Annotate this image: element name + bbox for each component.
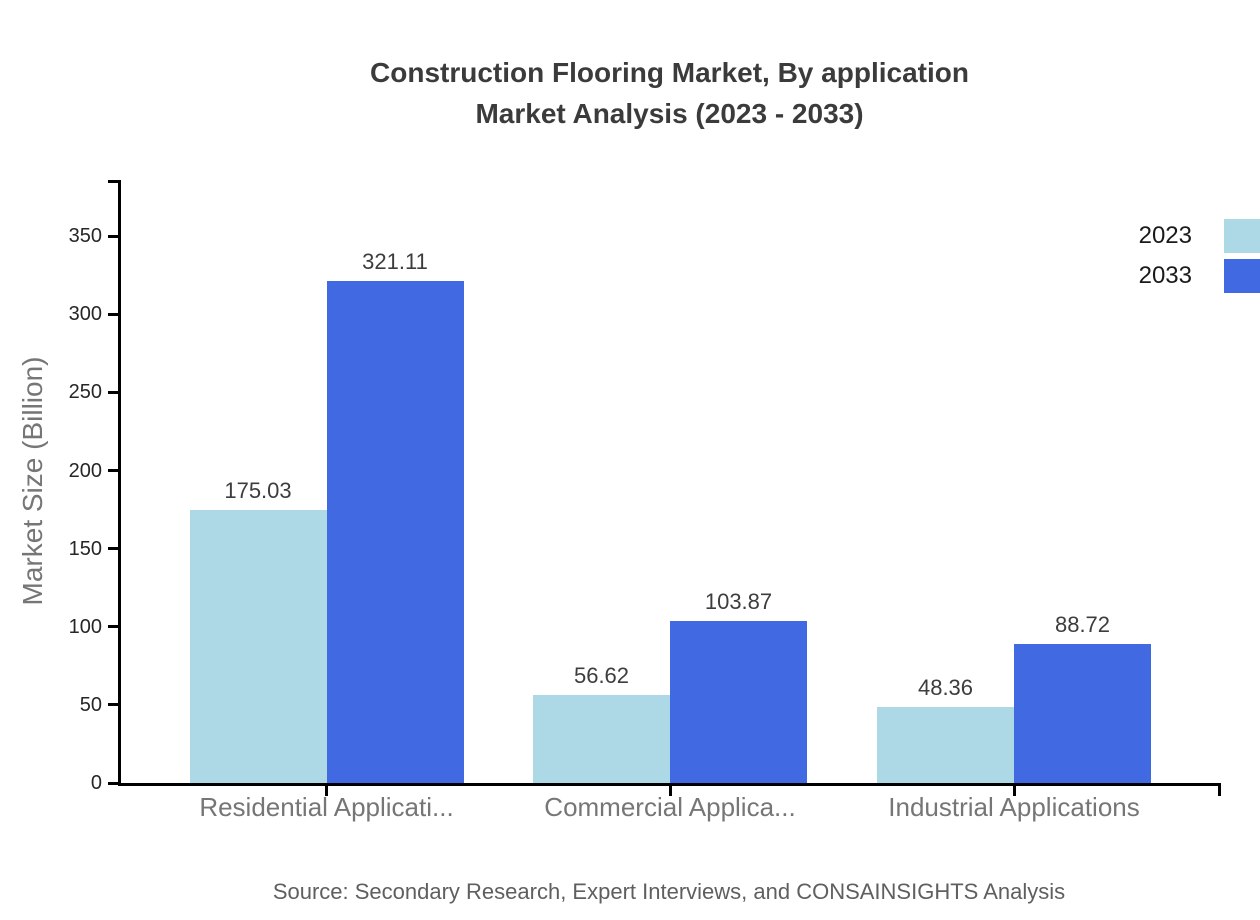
- bar-2023-2: [533, 694, 670, 783]
- legend-item-2033: 2033: [1139, 259, 1260, 293]
- y-axis-tick: [108, 312, 118, 316]
- y-axis-tick-label: 300: [68, 303, 102, 326]
- x-axis-tick: [668, 786, 672, 796]
- y-axis-end-tick: [108, 180, 118, 183]
- bar-value-label: 103.87: [704, 588, 773, 614]
- x-axis-tick: [1012, 786, 1016, 796]
- y-axis-tick: [108, 234, 118, 238]
- bar-2023-3: [877, 707, 1014, 783]
- y-axis-tick: [108, 547, 118, 551]
- legend-label: 2023: [1138, 222, 1192, 249]
- y-axis-tick-label: 100: [68, 615, 102, 638]
- y-axis-tick-label: 200: [68, 459, 102, 482]
- y-axis-tick-label: 0: [90, 772, 102, 794]
- plot-area: 0 50 100 150 200 250 300 350 175.03 321.11 Residen…: [69, 180, 1221, 820]
- chart-title: Construction Flooring Market, By applica…: [118, 52, 1221, 134]
- x-axis-tick: [325, 786, 328, 796]
- bar-value-label: 56.62: [573, 662, 630, 688]
- chart-title-line2: Market Analysis (2023 - 2033): [475, 98, 864, 129]
- source-note: Source: Secondary Research, Expert Inter…: [272, 879, 1066, 904]
- y-axis-title: Market Size (Billion): [17, 356, 48, 606]
- chart-title-line1: Construction Flooring Market, By applica…: [370, 57, 969, 88]
- legend: 2023 2033: [1139, 219, 1260, 293]
- bar-2033-2: [670, 620, 807, 783]
- x-axis-category-label: Industrial Applications: [888, 792, 1140, 822]
- x-axis-category-label: Commercial Applica...: [544, 792, 796, 822]
- y-axis-tick-label: 350: [68, 225, 102, 248]
- y-axis-tick-label: 50: [79, 693, 102, 716]
- bar-2023-1: [189, 509, 327, 783]
- y-axis-tick: [108, 390, 118, 394]
- bar-value-label: 321.11: [362, 249, 428, 275]
- bar-value-label: 48.36: [917, 675, 974, 701]
- legend-swatch: [1224, 259, 1260, 293]
- legend-item-2023: 2023: [1139, 219, 1260, 253]
- bar-2033-3: [1014, 644, 1151, 783]
- bar-2033-1: [326, 281, 464, 783]
- y-axis-tick: [108, 781, 118, 785]
- y-axis-tick-label: 150: [68, 537, 102, 560]
- y-axis-tick: [108, 703, 118, 707]
- y-axis-tick-label: 250: [68, 381, 102, 404]
- x-axis-category-label: Residential Applicati...: [199, 792, 454, 822]
- bar-value-label: 175.03: [224, 477, 292, 503]
- legend-label: 2033: [1138, 262, 1192, 289]
- bar-value-label: 88.72: [1054, 612, 1111, 638]
- x-axis-end-tick: [1218, 786, 1221, 796]
- y-axis-tick: [108, 469, 118, 473]
- legend-swatch: [1224, 219, 1260, 253]
- y-axis-tick: [108, 625, 118, 629]
